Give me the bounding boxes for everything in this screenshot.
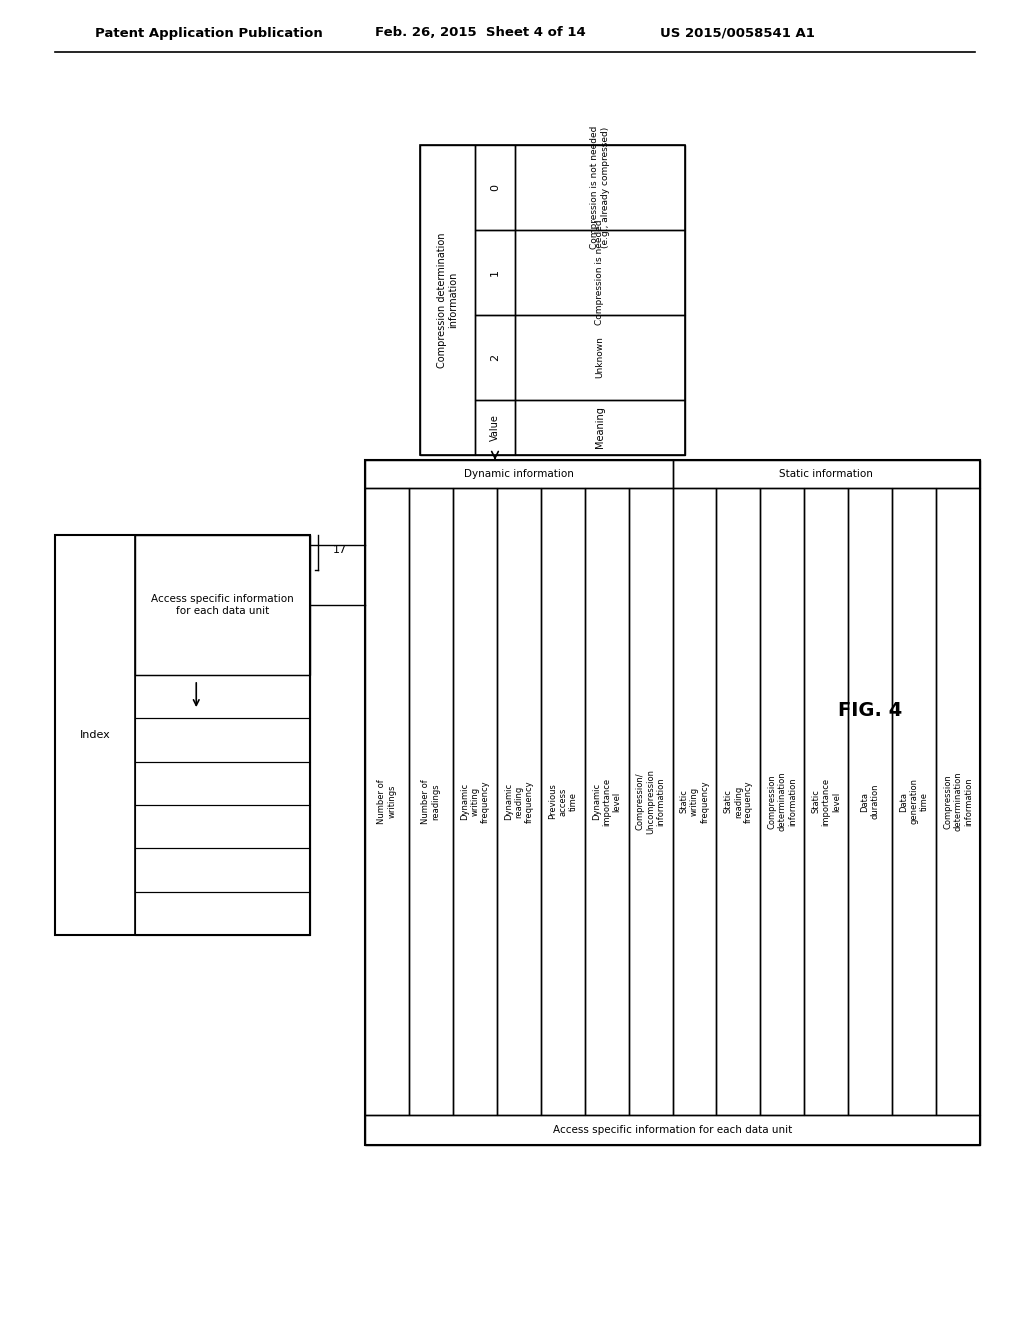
Text: Static
importance
level: Static importance level [811,777,841,825]
Bar [717,488,761,1115]
Bar [475,145,515,230]
Text: Data
duration: Data duration [860,784,880,820]
Text: Compression
determination
information: Compression determination information [943,772,973,832]
Text: 17: 17 [333,545,347,554]
Text: US 2015/0058541 A1: US 2015/0058541 A1 [660,26,815,40]
Bar [541,488,585,1115]
Bar [55,535,310,935]
Bar [475,400,515,455]
Bar [629,488,673,1115]
Text: Index: Index [80,730,111,741]
Text: Number of
readings: Number of readings [421,779,440,824]
Text: Dynamic information: Dynamic information [464,469,573,479]
Bar [515,230,685,315]
Text: Compression
determination
information: Compression determination information [767,772,798,832]
Text: Patent Application Publication: Patent Application Publication [95,26,323,40]
Bar [409,488,453,1115]
Text: Compression is not needed
(e.g., already compressed): Compression is not needed (e.g., already… [590,125,609,249]
Text: Dynamic
reading
frequency: Dynamic reading frequency [504,780,534,822]
Bar [365,488,409,1115]
Bar [135,849,310,892]
Bar [515,315,685,400]
Bar [135,535,310,675]
Bar [135,892,310,935]
Text: Static information: Static information [779,469,873,479]
Text: Number of
writings: Number of writings [377,779,396,824]
Bar [365,459,673,488]
Text: Meaning: Meaning [595,407,605,449]
Bar [475,230,515,315]
Bar [55,535,135,935]
Text: Dynamic
writing
frequency: Dynamic writing frequency [460,780,489,822]
Text: Compression is needed: Compression is needed [596,219,604,325]
Bar [420,145,685,455]
Bar [420,145,475,455]
Bar [475,315,515,400]
Bar [453,488,497,1115]
Text: 0: 0 [490,183,500,191]
Text: Compression/
Uncompression
information: Compression/ Uncompression information [636,770,666,834]
Text: Dynamic
importance
level: Dynamic importance level [592,777,622,825]
Bar [135,675,310,718]
Text: 1: 1 [490,269,500,276]
Bar [673,488,717,1115]
Text: Value: Value [490,414,500,441]
Bar [497,488,541,1115]
Bar [515,145,685,230]
Text: Unknown: Unknown [596,337,604,379]
Bar [892,488,936,1115]
Text: FIG. 4: FIG. 4 [838,701,902,719]
Text: Static
writing
frequency: Static writing frequency [680,780,710,822]
Bar [515,400,685,455]
Bar [135,762,310,805]
Text: Access specific information for each data unit: Access specific information for each dat… [553,1125,793,1135]
Text: Data
generation
time: Data generation time [899,779,929,825]
Bar [365,1115,980,1144]
Text: Access specific information
for each data unit: Access specific information for each dat… [152,594,294,616]
Bar [365,459,980,1144]
Bar [804,488,848,1115]
Bar [585,488,629,1115]
Text: Feb. 26, 2015  Sheet 4 of 14: Feb. 26, 2015 Sheet 4 of 14 [375,26,586,40]
Bar [135,718,310,762]
Bar [848,488,892,1115]
Text: Static
reading
frequency: Static reading frequency [724,780,754,822]
Bar [135,805,310,849]
Text: Compression determination
information: Compression determination information [436,232,459,368]
Text: 2: 2 [490,354,500,362]
Bar [761,488,804,1115]
Bar [936,488,980,1115]
Text: Previous
access
time: Previous access time [548,784,578,820]
Bar [673,459,980,488]
